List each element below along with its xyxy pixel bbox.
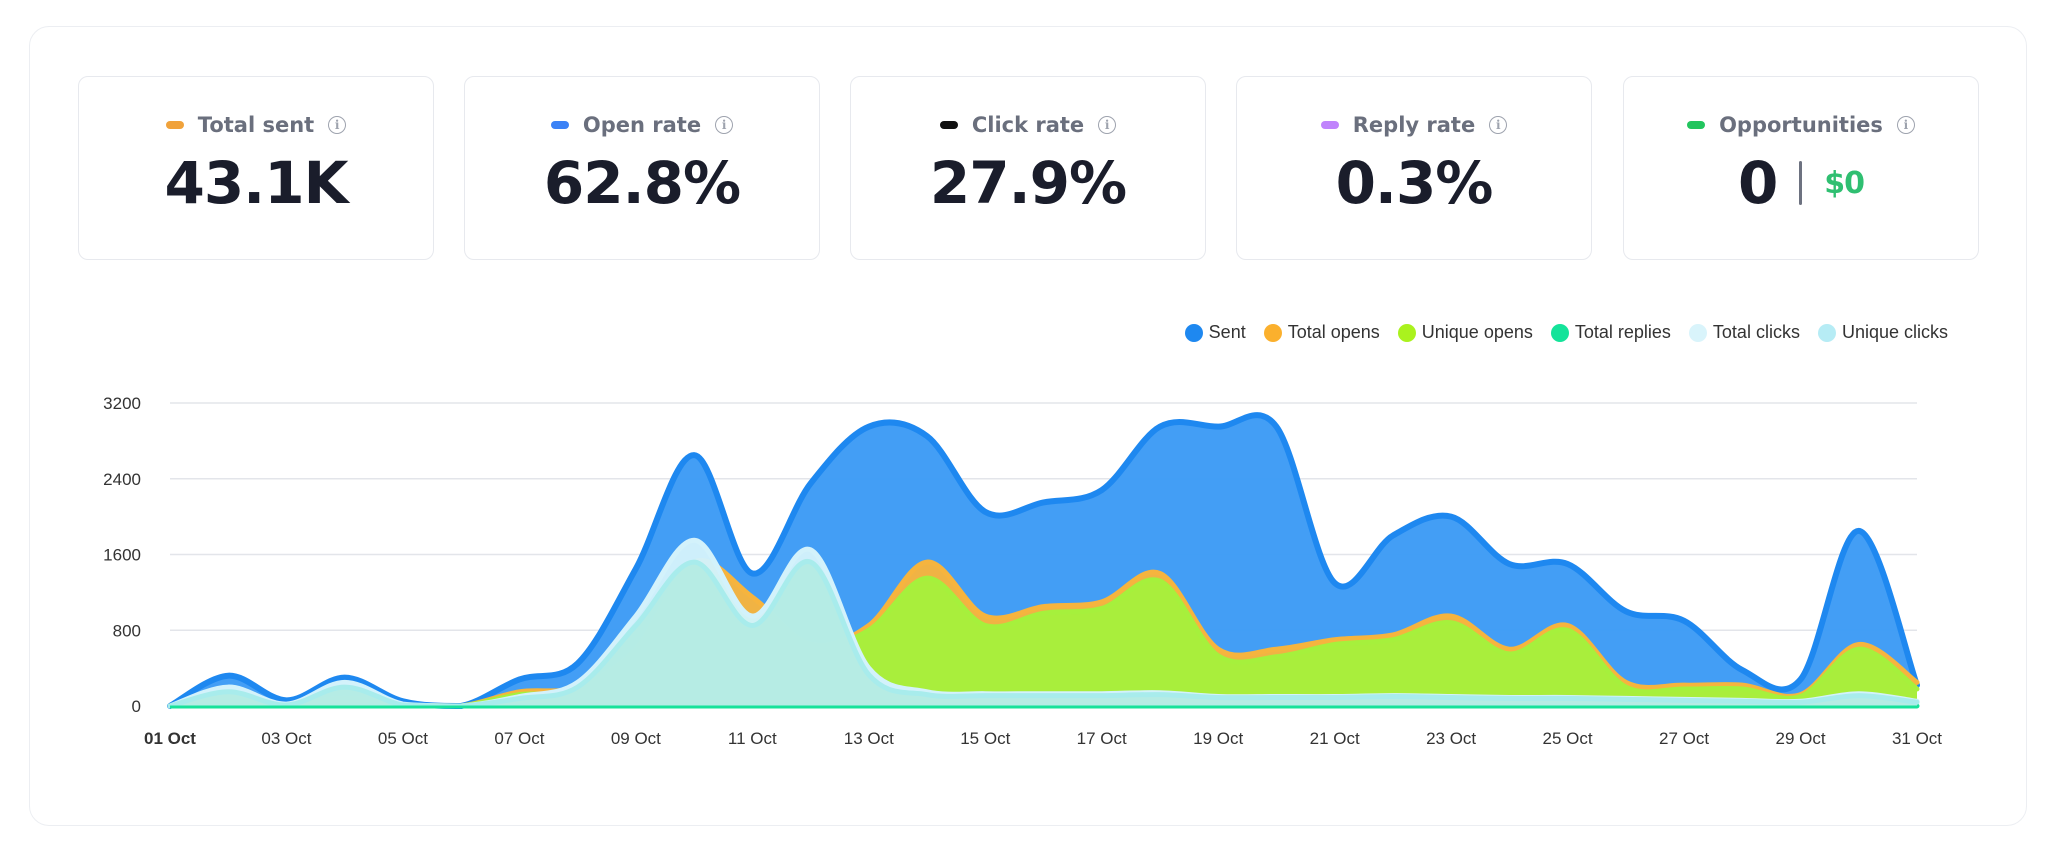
legend-item-total-opens[interactable]: Total opens — [1263, 322, 1380, 343]
chart-legend: Sent Total opens Unique opens Total repl… — [1184, 322, 1948, 343]
card-open-rate: Open rate i 62.8% — [464, 76, 820, 260]
area-unique-opens — [170, 566, 1917, 706]
area-unique-clicks — [170, 561, 1917, 706]
card-value: 0 $0 — [1624, 149, 1978, 217]
legend-dot — [1184, 323, 1203, 342]
card-opportunities: Opportunities i 0 $0 — [1623, 76, 1979, 260]
legend-label: Unique clicks — [1841, 322, 1948, 342]
card-header: Total sent i — [79, 113, 433, 137]
legend-label: Total replies — [1574, 322, 1671, 342]
legend-label: Total opens — [1287, 322, 1380, 342]
card-label: Open rate — [582, 113, 702, 137]
card-header: Opportunities i — [1624, 113, 1978, 137]
x-tick-label: 13 Oct — [844, 729, 894, 748]
legend-item-total-clicks[interactable]: Total clicks — [1688, 322, 1800, 343]
legend-dot — [1688, 323, 1707, 342]
card-header: Open rate i — [465, 113, 819, 137]
card-label: Reply rate — [1352, 113, 1476, 137]
y-tick-label: 0 — [132, 697, 141, 716]
swatch-open-rate — [550, 121, 569, 129]
legend-label: Unique opens — [1421, 322, 1533, 342]
legend-label: Sent — [1208, 322, 1246, 342]
info-icon[interactable]: i — [1896, 116, 1915, 134]
divider — [1799, 161, 1803, 205]
x-tick-label: 27 Oct — [1659, 729, 1709, 748]
line-sent — [167, 412, 1920, 709]
card-reply-rate: Reply rate i 0.3% — [1236, 76, 1592, 260]
legend-item-unique-opens[interactable]: Unique opens — [1397, 322, 1533, 343]
legend-dot — [1817, 323, 1836, 342]
card-value: 62.8% — [543, 149, 741, 217]
card-label: Opportunities — [1719, 113, 1883, 137]
y-tick-label: 3200 — [103, 394, 141, 413]
card-click-rate: Click rate i 27.9% — [850, 76, 1206, 260]
x-tick-label: 05 Oct — [378, 729, 428, 748]
card-value: 27.9% — [929, 149, 1127, 217]
stats-cards: Total sent i 43.1K Open rate i 62.8% Cli… — [78, 76, 1980, 260]
legend-item-total-replies[interactable]: Total replies — [1550, 322, 1671, 343]
card-value: 43.1K — [164, 149, 348, 217]
x-tick-label: 21 Oct — [1310, 729, 1360, 748]
card-header: Reply rate i — [1237, 113, 1591, 137]
info-icon[interactable]: i — [328, 116, 347, 134]
x-tick-label: 17 Oct — [1077, 729, 1127, 748]
card-total-sent: Total sent i 43.1K — [78, 76, 434, 260]
swatch-click-rate — [939, 121, 958, 129]
x-tick-label: 03 Oct — [261, 729, 311, 748]
y-tick-label: 2400 — [103, 470, 141, 489]
opportunities-value: $0 — [1824, 165, 1865, 201]
info-icon[interactable]: i — [1489, 116, 1508, 134]
x-tick-label: 29 Oct — [1775, 729, 1825, 748]
x-tick-label: 07 Oct — [494, 729, 544, 748]
legend-item-unique-clicks[interactable]: Unique clicks — [1817, 322, 1948, 343]
legend-dot — [1263, 323, 1282, 342]
x-tick-label: 15 Oct — [960, 729, 1010, 748]
x-tick-label: 31 Oct — [1892, 729, 1942, 748]
swatch-reply-rate — [1320, 121, 1339, 129]
legend-label: Total clicks — [1712, 322, 1800, 342]
legend-dot — [1550, 323, 1569, 342]
x-tick-label: 19 Oct — [1193, 729, 1243, 748]
x-tick-label: 09 Oct — [611, 729, 661, 748]
opportunities-count: 0 — [1737, 149, 1778, 217]
x-tick-label: 25 Oct — [1543, 729, 1593, 748]
swatch-total-sent — [165, 121, 184, 129]
info-icon[interactable]: i — [1098, 116, 1117, 134]
legend-item-sent[interactable]: Sent — [1184, 322, 1246, 343]
x-tick-label: 01 Oct — [144, 729, 196, 748]
card-header: Click rate i — [851, 113, 1205, 137]
card-label: Total sent — [197, 113, 315, 137]
card-value: 0.3% — [1335, 149, 1494, 217]
info-icon[interactable]: i — [715, 116, 734, 134]
y-tick-label: 800 — [113, 621, 141, 640]
legend-dot — [1397, 323, 1416, 342]
x-tick-label: 11 Oct — [728, 729, 777, 748]
y-tick-label: 1600 — [103, 546, 141, 565]
card-label: Click rate — [971, 113, 1085, 137]
swatch-opportunities — [1687, 121, 1706, 129]
x-tick-label: 23 Oct — [1426, 729, 1476, 748]
